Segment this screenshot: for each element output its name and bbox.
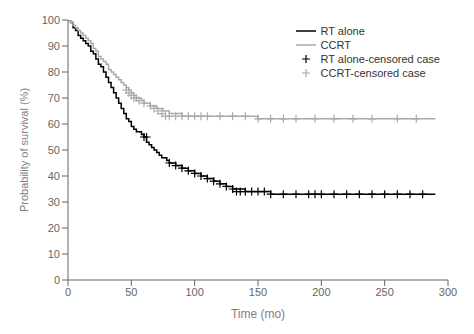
- svg-text:80: 80: [48, 66, 60, 78]
- svg-text:40: 40: [48, 170, 60, 182]
- svg-text:30: 30: [48, 196, 60, 208]
- svg-text:100: 100: [185, 286, 203, 298]
- svg-text:250: 250: [375, 286, 393, 298]
- html-text:RT alone: RT alone: [320, 25, 365, 37]
- svg-text:200: 200: [312, 286, 330, 298]
- svg-text:0: 0: [65, 286, 71, 298]
- html-text:CCRT-censored case: CCRT-censored case: [320, 67, 426, 79]
- html-text:CCRT: CCRT: [320, 39, 351, 51]
- svg-text:100: 100: [42, 14, 60, 26]
- svg-text:Probability of survival (%): Probability of survival (%): [18, 88, 30, 212]
- svg-text:0: 0: [54, 274, 60, 286]
- html-text:RT alone-censored case: RT alone-censored case: [320, 53, 440, 65]
- svg-text:60: 60: [48, 118, 60, 130]
- svg-text:90: 90: [48, 40, 60, 52]
- svg-text:150: 150: [249, 286, 267, 298]
- svg-text:300: 300: [439, 286, 457, 298]
- svg-text:50: 50: [125, 286, 137, 298]
- svg-text:70: 70: [48, 92, 60, 104]
- svg-text:Time (mo): Time (mo): [231, 307, 285, 321]
- svg-text:20: 20: [48, 222, 60, 234]
- svg-text:10: 10: [48, 248, 60, 260]
- svg-text:50: 50: [48, 144, 60, 156]
